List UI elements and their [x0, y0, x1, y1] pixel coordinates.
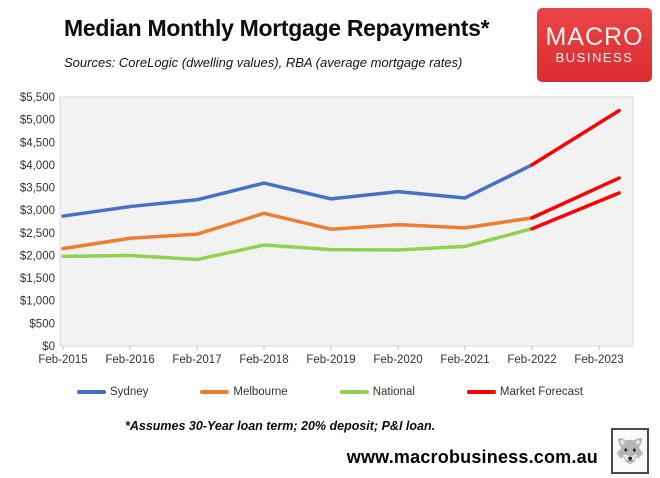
chart-title: Median Monthly Mortgage Repayments*: [64, 15, 490, 41]
footnote: *Assumes 30-Year loan term; 20% deposit;…: [125, 419, 436, 433]
legend-label: National: [372, 386, 415, 398]
x-tick-label: Feb-2022: [507, 354, 556, 366]
chart-legend: Sydney Melbourne National Market Forecast: [0, 384, 660, 400]
header: Median Monthly Mortgage Repayments* Sour…: [64, 14, 534, 70]
series-line-market-forecast: [530, 176, 621, 220]
y-tick-label: $5,500: [20, 92, 55, 104]
macrobusiness-logo: MACRO BUSINESS: [537, 8, 652, 82]
y-tick-label: $2,500: [20, 228, 55, 240]
y-tick-label: $3,000: [20, 205, 55, 217]
legend-item-melbourne: Melbourne: [200, 386, 288, 398]
legend-item-sydney: Sydney: [77, 386, 148, 398]
legend-swatch: [77, 390, 106, 394]
y-tick-label: $4,500: [20, 137, 55, 149]
wolf-logo-box: 🐺: [611, 428, 649, 474]
legend-label: Market Forecast: [499, 386, 583, 398]
x-tick-label: Feb-2020: [373, 354, 422, 366]
legend-swatch: [339, 390, 369, 394]
y-tick-label: $1,500: [20, 273, 55, 285]
legend-item-national: National: [339, 386, 415, 398]
legend-swatch: [200, 390, 230, 394]
y-tick-label: $1,000: [20, 296, 55, 308]
x-tick-label: Feb-2019: [306, 354, 355, 366]
y-tick-label: $3,500: [20, 183, 55, 195]
y-tick-label: $5,000: [20, 115, 55, 127]
series-line-market-forecast: [530, 191, 621, 231]
website-link[interactable]: www.macrobusiness.com.au: [346, 447, 598, 467]
legend-label: Sydney: [110, 386, 149, 398]
series-line-national: [61, 226, 534, 262]
logo-text-macro: MACRO: [545, 23, 644, 51]
y-tick-label: $500: [29, 318, 55, 330]
x-tick-label: Feb-2017: [172, 354, 221, 366]
series-line-sydney: [61, 163, 534, 218]
x-tick-label: Feb-2018: [239, 354, 288, 366]
wolf-icon: 🐺: [615, 437, 645, 465]
x-tick-label: Feb-2016: [105, 354, 154, 366]
x-tick-label: Feb-2021: [440, 354, 489, 366]
y-tick-label: $2,000: [20, 250, 55, 262]
series-line-market-forecast: [530, 108, 621, 167]
y-tick-label: $4,000: [20, 160, 55, 172]
series-line-melbourne: [61, 211, 534, 251]
x-tick-label: Feb-2023: [574, 354, 623, 366]
x-tick-label: Feb-2015: [38, 354, 87, 366]
plot-area: [59, 96, 634, 347]
legend-item-market-forecast: Market Forecast: [466, 386, 583, 398]
logo-text-business: BUSINESS: [555, 50, 634, 65]
legend-label: Melbourne: [233, 386, 288, 398]
y-tick-label: $0: [42, 341, 55, 353]
legend-swatch: [466, 390, 496, 394]
chart-subtitle: Sources: CoreLogic (dwelling values), RB…: [64, 55, 463, 70]
